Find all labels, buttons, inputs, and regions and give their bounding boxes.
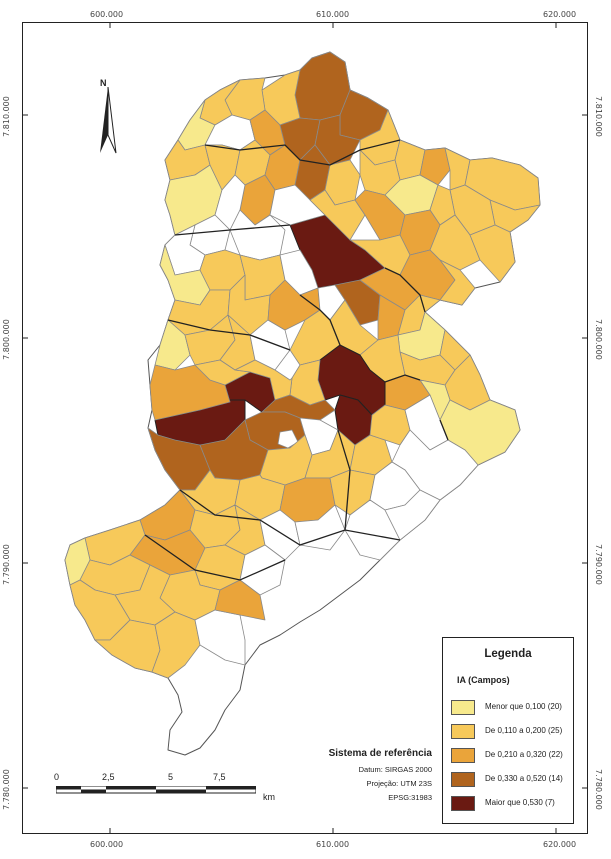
legend-subtitle: IA (Campos) (457, 675, 510, 685)
legend-swatch (451, 796, 475, 811)
legend-item: Maior que 0,530 (7) (451, 796, 575, 812)
coord-bottom-610: 610.000 (316, 840, 350, 849)
legend-label: Menor que 0,100 (20) (485, 702, 562, 711)
legend-label: De 0,210 a 0,320 (22) (485, 750, 563, 759)
coord-top-610: 610.000 (316, 10, 350, 19)
reference-system: Sistema de referência Datum: SIRGAS 2000… (312, 748, 432, 807)
legend-item: De 0,210 a 0,320 (22) (451, 748, 575, 764)
coord-bottom-600: 600.000 (90, 840, 124, 849)
legend-title: Legenda (484, 648, 532, 660)
coord-top-600: 600.000 (90, 10, 124, 19)
coord-bottom-620: 620.000 (543, 840, 577, 849)
scale-label-5: 5 (168, 772, 174, 782)
legend-label: De 0,330 a 0,520 (14) (485, 774, 563, 783)
legend-item: De 0,110 a 0,200 (25) (451, 724, 575, 740)
reference-datum: Datum: SIRGAS 2000 (358, 765, 432, 774)
legend-swatch (451, 724, 475, 739)
district-boundaries (144, 139, 449, 581)
north-label: N (100, 78, 107, 88)
frame-ticks (22, 22, 588, 834)
legend-item: Menor que 0,100 (20) (451, 700, 575, 716)
scale-label-2-5: 2,5 (102, 772, 115, 782)
legend-box: Legenda IA (Campos) Menor que 0,100 (20)… (442, 637, 574, 824)
legend-item: De 0,330 a 0,520 (14) (451, 772, 575, 788)
north-arrow-icon (100, 86, 117, 154)
scale-label-0: 0 (54, 772, 60, 782)
legend-swatch (451, 748, 475, 763)
legend-swatch (451, 772, 475, 787)
reference-projection: Projeção: UTM 23S (366, 779, 432, 788)
legend-swatch (451, 700, 475, 715)
legend-label: De 0,110 a 0,200 (25) (485, 726, 563, 735)
legend-label: Maior que 0,530 (7) (485, 798, 555, 807)
map-regions (64, 51, 541, 756)
reference-epsg: EPSG:31983 (388, 793, 432, 802)
reference-title: Sistema de referência (328, 748, 432, 759)
scale-bar-graphic (56, 786, 256, 794)
scale-label-7-5: 7,5 (213, 772, 226, 782)
coord-top-620: 620.000 (543, 10, 577, 19)
scale-unit: km (263, 792, 275, 802)
